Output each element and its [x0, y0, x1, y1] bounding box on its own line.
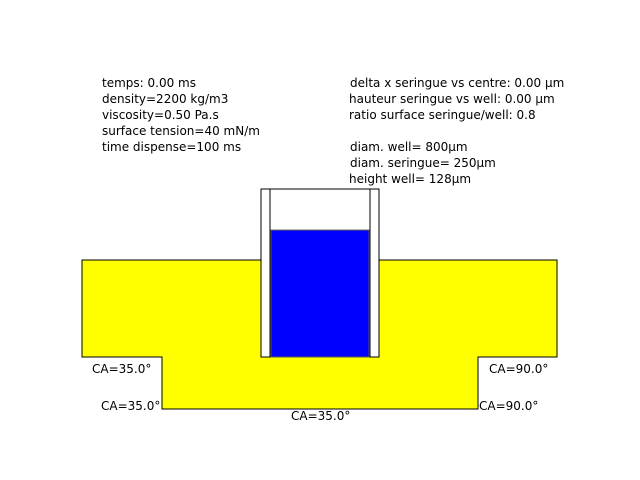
syringe-right-wall — [369, 188, 380, 358]
syringe-left-wall — [260, 188, 271, 358]
param-time: temps: 0.00 ms — [102, 76, 196, 90]
contact-angle-center-bottom: CA=35.0° — [291, 409, 351, 423]
contact-angle-left-bottom: CA=35.0° — [101, 399, 161, 413]
param-surface-tension: surface tension=40 mN/m — [102, 124, 260, 138]
contact-angle-right-bottom: CA=90.0° — [479, 399, 539, 413]
param-viscosity: viscosity=0.50 Pa.s — [102, 108, 219, 122]
param-height-well: height well= 128µm — [349, 172, 472, 186]
param-height-diff: hauteur seringue vs well: 0.00 µm — [349, 92, 555, 106]
param-density: density=2200 kg/m3 — [102, 92, 229, 106]
param-delta-x: delta x seringue vs centre: 0.00 µm — [350, 76, 565, 90]
param-ratio: ratio surface seringue/well: 0.8 — [349, 108, 536, 122]
param-time-dispense: time dispense=100 ms — [102, 140, 242, 154]
param-diam-syringe: diam. seringue= 250µm — [350, 156, 496, 170]
param-diam-well: diam. well= 800µm — [350, 140, 468, 154]
contact-angle-right-top: CA=90.0° — [489, 362, 549, 376]
contact-angle-left-top: CA=35.0° — [92, 362, 152, 376]
liquid-column — [270, 229, 370, 358]
